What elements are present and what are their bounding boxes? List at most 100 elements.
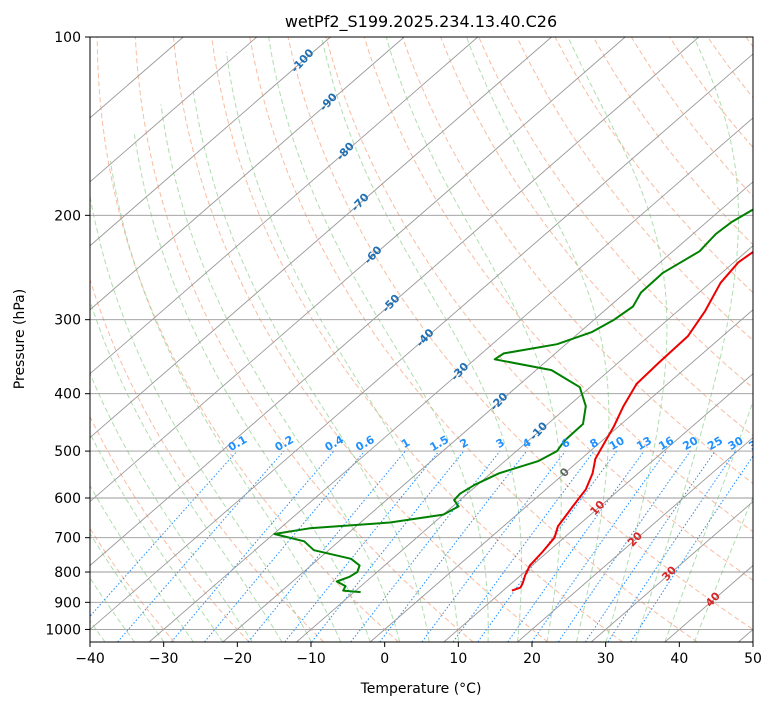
moist-adiabat [192,88,430,642]
moist-adiabat [160,104,401,642]
dry-adiabat [325,37,753,581]
moist-adiabat [90,577,135,642]
data-lines [273,208,753,594]
moist-adiabat [385,37,562,642]
mixing-ratio-line [507,450,645,642]
mixing-ratio-line [90,450,238,618]
mixing-ratio-line [477,450,618,642]
mixing-ratio-line [452,450,595,642]
temperature-line [511,250,753,592]
dry-adiabat [669,37,753,149]
isotherm-line [296,245,753,642]
y-tick-label: 1000 [45,622,81,638]
x-tick-label: 40 [670,651,688,667]
dry-adiabat [96,37,399,642]
dry-adiabat [516,37,753,341]
moist-adiabat [466,37,610,642]
dry-adiabat [90,277,325,642]
x-tick-label: −20 [223,651,253,667]
mixing-ratio-line [311,450,465,642]
dry-adiabat [249,37,698,642]
mixing-ratio-line [630,455,753,642]
mixing-ratio-line [204,450,365,642]
isotherm-line [90,37,700,567]
dry-adiabat [173,37,549,642]
mixing-ratio-line [421,450,566,642]
chart-title: wetPf2_S199.2025.234.13.40.C26 [285,12,557,32]
x-tick-label: −10 [296,651,326,667]
y-tick-label: 800 [54,565,81,581]
y-tick-label: 400 [54,387,81,403]
mixing-ratio-label: 1 [399,436,412,451]
dry-adiabat [90,415,250,642]
dry-adiabat [745,37,753,48]
isotherm-line [90,37,626,503]
dry-adiabat [211,37,623,642]
y-tick-label: 200 [54,208,81,224]
moist-adiabat [90,484,194,642]
y-tick-label: 900 [54,595,81,611]
mixing-ratio-label: 36 [746,434,766,453]
axis-ticks: −40 −30 −20 −10 0 10 20 30 40 50 100 200 300 400 500 60… [45,30,762,667]
moist-adiabat [567,37,668,642]
x-tick-label: 20 [523,651,541,667]
moist-adiabat [90,298,283,642]
moist-adiabat [109,161,342,642]
y-tick-label: 100 [54,30,81,46]
mixing-ratio-line [117,450,285,642]
isotherm-line [517,436,753,642]
mixing-ratio-line [531,450,667,642]
plot-frame [89,36,754,643]
dewpoint-line [273,208,753,594]
x-tick-label: 0 [380,651,389,667]
mixing-ratio-label: 10 [607,434,627,453]
mixing-ratio-line [584,450,716,642]
mixing-ratio-label: 25 [705,434,725,453]
x-tick-label: 10 [449,651,467,667]
y-tick-label: 600 [54,491,81,507]
dry-adiabat [440,37,753,437]
dry-adiabat [402,37,753,485]
mixing-ratio-label: 16 [656,434,676,453]
moist-adiabat [693,495,753,642]
mixing-ratio-line [350,450,501,642]
isotherm-line [222,181,753,642]
moist-adiabat [634,37,740,642]
dry-adiabat [134,37,474,642]
moist-adiabat [225,51,460,642]
y-tick-label: 700 [54,531,81,547]
isotherm-line [90,37,258,183]
isotherm-line [148,117,753,642]
isotherm-line [90,53,753,631]
dry-adiabat [363,37,753,533]
dry-adiabat [630,37,753,198]
isotherm-line [90,37,479,375]
mixing-ratio-label: 20 [681,434,701,453]
isotherm-line [443,373,753,642]
moist-adiabat [321,37,523,642]
grid-lines [90,37,753,642]
y-axis-label: Pressure (hPa) [12,289,28,389]
moist-adiabat [90,372,253,642]
isotherm-line [90,37,552,439]
moist-adiabat [90,432,224,642]
moist-adiabat [268,37,489,642]
isotherm-line [738,628,753,642]
x-tick-label: −30 [149,651,179,667]
moist-adiabat [664,400,753,642]
x-axis-label: Temperature (°C) [360,681,482,697]
isotherm-line [90,37,405,311]
y-tick-label: 500 [54,444,81,460]
x-tick-label: 30 [597,651,615,667]
x-tick-label: −40 [75,651,105,667]
mixing-ratio-line [284,450,440,642]
mixing-ratio-line [247,450,406,642]
x-tick-label: 50 [744,651,762,667]
isotherm-line [369,309,753,642]
isotherm-label: -100 [288,46,317,75]
y-tick-label: 300 [54,313,81,329]
mixing-ratio-label: 6 [559,436,572,451]
dry-adiabat [287,37,753,631]
isotherm-line [664,564,753,642]
